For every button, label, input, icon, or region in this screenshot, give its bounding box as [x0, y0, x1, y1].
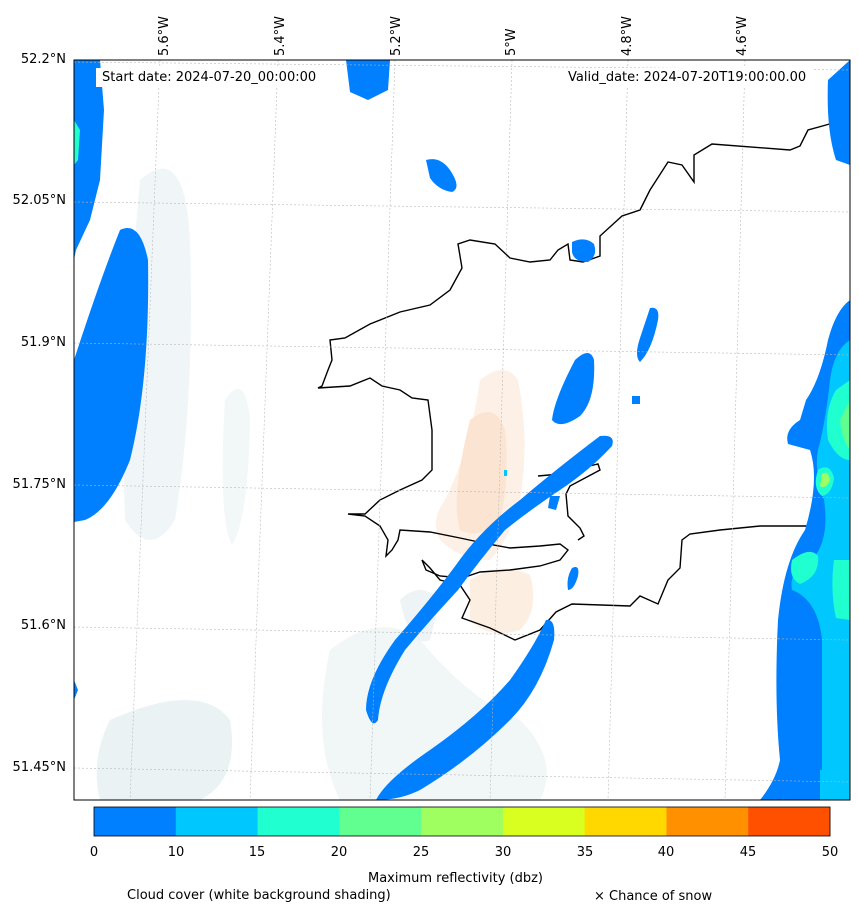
colorbar	[94, 807, 831, 836]
colorbar-segment	[421, 807, 504, 836]
light-precip-shading	[436, 370, 534, 634]
colorbar-frame	[93, 806, 831, 837]
colorbar-tick: 20	[330, 845, 348, 860]
colorbar-tick: 10	[167, 845, 185, 860]
colorbar-tick: 50	[821, 845, 839, 860]
lon-label: 5.2°W	[389, 15, 404, 56]
lon-label: 4.6°W	[735, 15, 750, 56]
lat-label: 51.9°N	[20, 335, 66, 350]
lon-label: 5°W	[504, 28, 519, 56]
lat-label: 51.45°N	[12, 760, 66, 775]
lon-label: 5.6°W	[157, 15, 172, 56]
lat-label: 52.05°N	[12, 193, 66, 208]
lat-label: 52.2°N	[20, 52, 66, 67]
snow-legend: × Chance of snow	[594, 889, 713, 904]
colorbar-segment	[502, 807, 586, 836]
reflectivity-cells	[74, 60, 850, 800]
map-frame	[73, 59, 851, 801]
map-area	[74, 60, 850, 800]
lon-label: 4.8°W	[620, 15, 635, 56]
colorbar-segment	[94, 807, 177, 836]
colorbar-segment	[257, 807, 340, 836]
lat-label: 51.6°N	[20, 618, 66, 633]
colorbar-segment	[339, 807, 422, 836]
colorbar-segment	[666, 807, 749, 836]
graticule	[74, 60, 850, 800]
start-date-label: Start date: 2024-07-20_00:00:00	[96, 68, 323, 87]
cloud-cover-legend: Cloud cover (white background shading)	[127, 888, 391, 903]
coastline	[317, 117, 850, 641]
colorbar-segment	[584, 807, 667, 836]
colorbar-segment	[175, 807, 259, 836]
colorbar-tick: 40	[657, 845, 675, 860]
colorbar-tick: 0	[89, 845, 99, 860]
lat-label: 51.75°N	[12, 477, 66, 492]
colorbar-title: Maximum reflectivity (dbz)	[368, 871, 543, 886]
colorbar-tick: 25	[412, 845, 430, 860]
colorbar-tick: 35	[576, 845, 594, 860]
colorbar-tick: 30	[494, 845, 512, 860]
colorbar-segment	[748, 807, 831, 836]
colorbar-tick: 45	[739, 845, 757, 860]
valid-date-label: Valid_date: 2024-07-20T19:00:00.00	[562, 68, 813, 87]
colorbar-tick: 15	[248, 845, 266, 860]
lon-label: 5.4°W	[273, 15, 288, 56]
